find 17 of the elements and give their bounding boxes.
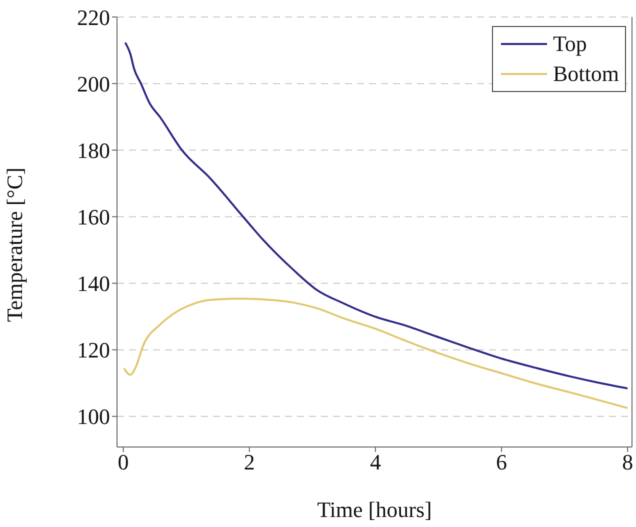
x-axis-title: Time [hours] xyxy=(317,497,432,522)
y-tick-label: 100 xyxy=(77,404,110,430)
y-tick-label: 180 xyxy=(77,138,110,163)
x-tick-label: 8 xyxy=(622,450,634,475)
legend-label: Top xyxy=(552,30,587,58)
x-tick-label: 0 xyxy=(118,450,129,475)
y-axis-title: Temperature [°C] xyxy=(2,168,27,322)
legend-label: Bottom xyxy=(552,60,619,88)
line-series xyxy=(122,298,629,410)
y-tick-label: 120 xyxy=(77,338,110,363)
y-tick-label: 140 xyxy=(77,271,110,296)
x-tick-label: 4 xyxy=(370,450,381,475)
y-tick-label: 200 xyxy=(77,71,110,96)
y-tick-label: 220 xyxy=(77,4,110,30)
x-tick-label: 6 xyxy=(496,450,508,475)
y-tick-label: 160 xyxy=(77,204,110,230)
x-tick-label: 2 xyxy=(244,450,255,475)
